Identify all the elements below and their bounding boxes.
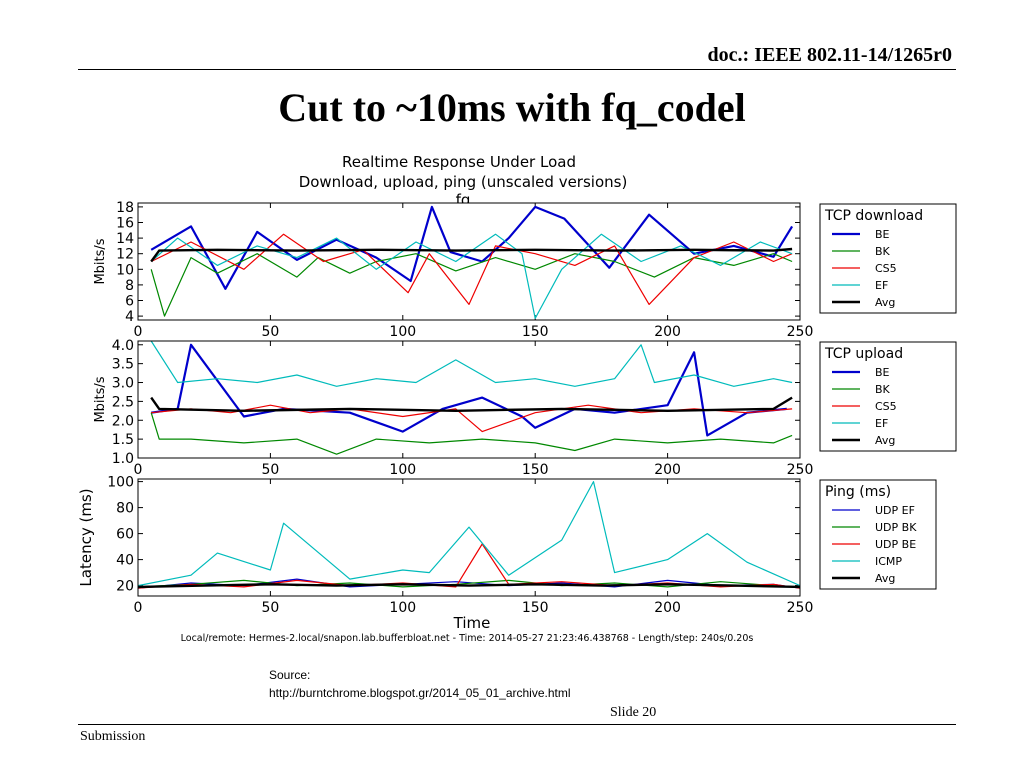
panel-2: 1.0 1.5 2.0 2.5 3.0 3.5 4.0 0 50 100 150 200 250 Mbit…	[93, 338, 957, 478]
y-tick-label: 80	[116, 501, 134, 517]
legend-title: TCP upload	[824, 346, 903, 362]
series-line-avg	[138, 583, 800, 589]
y-tick-label: 3.5	[112, 357, 134, 373]
legend-label: CS5	[875, 400, 897, 413]
x-tick-label: 50	[261, 462, 279, 478]
y-axis-label: Mbits/s	[93, 376, 108, 422]
legend-title: TCP download	[824, 208, 923, 224]
series-line-avg	[150, 247, 793, 263]
series-line-icmp	[138, 481, 800, 587]
source-url[interactable]: http://burntchrome.blogspot.gr/2014_05_0…	[269, 686, 571, 700]
source-note: Source: http://burntchrome.blogspot.gr/2…	[269, 666, 571, 702]
legend-label: Avg	[875, 296, 895, 309]
x-axis-label: Time	[453, 614, 491, 632]
x-tick-label: 0	[134, 462, 143, 478]
y-tick-label: 18	[116, 200, 134, 216]
footer-submission: Submission	[80, 729, 146, 744]
slide-title: Cut to ~10ms with fq_codel	[278, 85, 746, 130]
legend-label: BK	[875, 245, 891, 258]
y-tick-label: 1.0	[112, 451, 134, 467]
series-line-be	[151, 343, 787, 437]
y-tick-label: 8	[125, 278, 134, 294]
x-tick-label: 0	[134, 600, 143, 616]
y-tick-label: 100	[107, 475, 134, 491]
plot-frame	[137, 478, 801, 597]
legend-label: BK	[875, 383, 891, 396]
doc-id: doc.: IEEE 802.11-14/1265r0	[707, 44, 952, 66]
y-tick-label: 20	[116, 579, 134, 595]
x-tick-label: 250	[787, 600, 814, 616]
legend-label: ICMP	[875, 555, 902, 568]
x-tick-label: 150	[522, 324, 549, 340]
x-tick-label: 250	[787, 324, 814, 340]
legend-label: CS5	[875, 262, 897, 275]
y-tick-label: 2.0	[112, 413, 134, 429]
series-line-ef	[150, 341, 793, 387]
legend-label: BE	[875, 228, 890, 241]
legend-box	[819, 479, 937, 590]
x-tick-label: 100	[389, 462, 416, 478]
y-tick-label: 1.5	[112, 432, 134, 448]
legend-label: UDP EF	[875, 504, 915, 517]
y-tick-label: 40	[116, 553, 134, 569]
panel-3: 20 40 60 80 100 0 50 100 150 200 250 Latency (ms) Pi…	[77, 475, 937, 616]
y-axis-label: Mbits/s	[93, 238, 108, 284]
y-tick-label: 3.0	[112, 376, 134, 392]
series-line-ef	[150, 233, 793, 319]
footer-rule	[78, 724, 956, 725]
x-tick-label: 200	[654, 462, 681, 478]
x-tick-label: 0	[134, 324, 143, 340]
x-tick-label: 250	[787, 462, 814, 478]
x-tick-label: 150	[522, 600, 549, 616]
x-tick-label: 200	[654, 324, 681, 340]
x-tick-label: 150	[522, 462, 549, 478]
x-tick-label: 50	[261, 324, 279, 340]
legend-box	[819, 203, 957, 314]
legend-label: UDP BK	[875, 521, 917, 534]
legend-label: Avg	[875, 572, 895, 585]
plot-area	[138, 479, 800, 596]
plot-area	[138, 203, 800, 320]
series-line-avg	[150, 396, 793, 412]
header-rule	[78, 69, 956, 70]
chart-subtitle: Download, upload, ping (unscaled version…	[299, 173, 628, 191]
legend-label: EF	[875, 279, 888, 292]
legend-label: BE	[875, 366, 890, 379]
legend-box	[819, 341, 957, 452]
y-tick-label: 4.0	[112, 338, 134, 354]
x-tick-label: 100	[389, 600, 416, 616]
source-label: Source:	[269, 668, 311, 682]
x-tick-label: 100	[389, 324, 416, 340]
legend-title: Ping (ms)	[825, 484, 891, 500]
y-tick-label: 6	[125, 294, 134, 310]
legend-label: UDP BE	[875, 538, 916, 551]
plot-frame	[137, 202, 801, 321]
chart-footer: Local/remote: Hermes-2.local/snapon.lab.…	[181, 633, 754, 644]
y-tick-label: 2.5	[112, 394, 134, 410]
y-tick-label: 16	[116, 216, 134, 232]
series-line-udp-bk	[138, 579, 800, 588]
y-tick-label: 14	[116, 231, 134, 247]
y-axis-label: Latency (ms)	[77, 488, 95, 586]
series-line-be	[150, 205, 794, 290]
chart-title: Realtime Response Under Load	[342, 153, 576, 171]
x-tick-label: 50	[261, 600, 279, 616]
y-tick-label: 4	[125, 309, 134, 325]
slide-number: Slide 20	[610, 705, 657, 720]
series-line-bk	[150, 412, 793, 455]
y-tick-label: 10	[116, 262, 134, 278]
legend-label: EF	[875, 417, 888, 430]
legend-label: Avg	[875, 434, 895, 447]
y-tick-label: 60	[116, 527, 134, 543]
plot-frame	[137, 340, 801, 459]
x-tick-label: 200	[654, 600, 681, 616]
y-tick-label: 12	[116, 247, 134, 263]
